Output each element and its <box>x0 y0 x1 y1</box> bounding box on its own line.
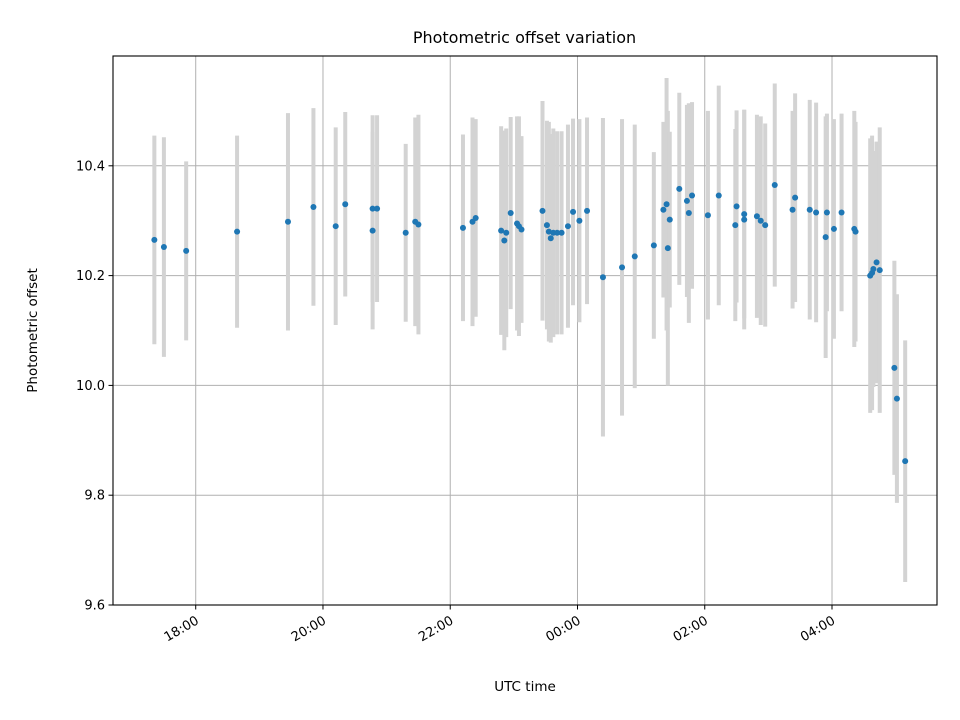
data-point <box>518 226 525 233</box>
data-point <box>852 228 859 235</box>
data-point <box>704 212 711 219</box>
data-point <box>183 247 190 254</box>
data-point <box>332 223 339 230</box>
data-point <box>543 222 550 229</box>
data-point <box>547 235 554 242</box>
y-tick-label: 9.8 <box>84 489 105 504</box>
y-tick-label: 10.2 <box>76 269 105 284</box>
data-point <box>664 245 671 252</box>
data-point <box>676 185 683 192</box>
data-point <box>554 229 561 236</box>
data-point <box>284 218 291 225</box>
data-point <box>415 221 422 228</box>
y-axis-label: Photometric offset <box>25 268 41 392</box>
data-point <box>757 217 764 224</box>
data-point <box>369 227 376 234</box>
data-point <box>539 207 546 214</box>
data-point <box>599 274 606 281</box>
x-tick-label: 22:00 <box>416 613 456 645</box>
x-tick-label: 00:00 <box>544 613 584 645</box>
data-point <box>762 222 769 229</box>
data-point <box>689 192 696 199</box>
data-point <box>501 237 508 244</box>
data-point <box>374 205 381 212</box>
errorbar-layer <box>152 77 908 582</box>
data-point <box>753 213 760 220</box>
point-layer <box>151 182 909 465</box>
data-point <box>715 192 722 199</box>
data-point <box>570 208 577 215</box>
data-point <box>876 267 883 274</box>
data-point <box>151 236 158 243</box>
data-point <box>741 216 748 223</box>
data-point <box>830 225 837 232</box>
data-point <box>650 242 657 249</box>
data-point <box>813 209 820 216</box>
data-point <box>459 224 466 231</box>
data-point <box>507 210 514 217</box>
data-point <box>619 264 626 271</box>
x-tick-label: 18:00 <box>162 613 202 645</box>
tick-layer: 9.6 9.8 10.0 10.2 10.4 18:00 20:00 22:00 00:00 02… <box>76 159 838 645</box>
data-point <box>732 222 739 229</box>
data-point <box>733 203 740 210</box>
x-tick-label: 02:00 <box>671 613 711 645</box>
data-point <box>873 259 880 266</box>
x-axis-label: UTC time <box>494 679 556 695</box>
y-tick-label: 9.6 <box>84 599 105 614</box>
data-point <box>891 364 898 371</box>
data-point <box>902 458 909 465</box>
data-point <box>823 209 830 216</box>
data-point <box>402 229 409 236</box>
plot-frame <box>112 55 938 606</box>
data-point <box>683 197 690 204</box>
data-point <box>666 216 673 223</box>
data-point <box>792 194 799 201</box>
chart-title: Photometric offset variation <box>413 28 636 47</box>
y-tick-label: 10.0 <box>76 379 105 394</box>
data-point <box>663 201 670 208</box>
data-point <box>822 234 829 241</box>
data-point <box>631 253 638 260</box>
data-point <box>789 206 796 213</box>
data-point <box>685 210 692 217</box>
data-point <box>893 395 900 402</box>
x-tick-label: 04:00 <box>798 613 838 645</box>
data-point <box>870 266 877 273</box>
data-point <box>771 182 778 189</box>
y-tick-label: 10.4 <box>76 159 105 174</box>
data-point <box>369 205 376 212</box>
data-point <box>558 229 565 236</box>
x-tick-label: 20:00 <box>289 613 329 645</box>
data-point <box>472 214 479 221</box>
data-point <box>160 244 167 251</box>
data-point <box>806 206 813 213</box>
data-point <box>838 209 845 216</box>
grid-layer <box>113 56 937 605</box>
data-point <box>342 201 349 208</box>
data-point <box>584 207 591 214</box>
data-point <box>310 203 317 210</box>
data-point <box>234 228 241 235</box>
data-point <box>503 229 510 236</box>
data-point <box>498 227 505 234</box>
data-point <box>564 223 571 230</box>
data-point <box>660 206 667 213</box>
data-point <box>741 211 748 218</box>
data-point <box>576 217 583 224</box>
